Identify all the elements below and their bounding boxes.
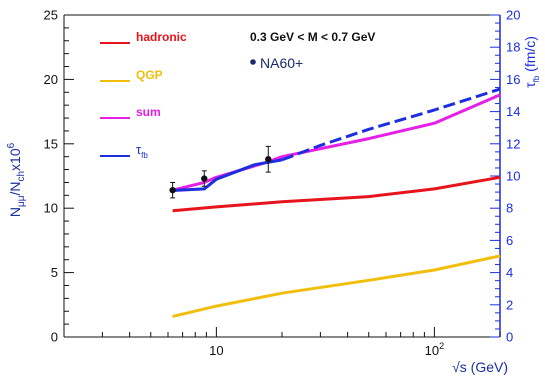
y2-tick-label: 0 (506, 330, 513, 345)
y2-tick-label: 18 (506, 40, 520, 55)
axes: 0 5 10 15 20 25 0 2 4 6 8 10 12 14 16 18 20 10 102 √s (GeV)… (6, 8, 541, 376)
mass-window-annotation: 0.3 GeV < M < 0.7 GeV (250, 30, 375, 44)
series-sum-line (172, 93, 501, 192)
y2-tick-label: 14 (506, 104, 520, 119)
y2-tick-label: 10 (506, 169, 520, 184)
legend: hadronic QGP sum τfb NA60+ (100, 30, 303, 160)
series-hadronic-line (172, 175, 501, 213)
y-tick-label: 10 (44, 201, 58, 216)
legend-data-marker (250, 59, 256, 65)
x-tick-label: 10 (209, 343, 223, 358)
series-qgp-line (172, 254, 501, 318)
legend-label: QGP (136, 68, 163, 82)
y-tick-label: 20 (44, 72, 58, 87)
y-tick-label: 15 (44, 136, 58, 151)
y2-tick-label: 12 (506, 136, 520, 151)
legend-label: τfb (136, 142, 148, 160)
y2-tick-label: 16 (506, 72, 520, 87)
data-point (265, 156, 272, 163)
y-axis-label: Nμμ/Nchx106 (6, 142, 27, 217)
series-fb-line (172, 158, 283, 192)
y-tick-label: 0 (51, 330, 58, 345)
y2-tick-label: 4 (506, 265, 513, 280)
data-point (169, 186, 176, 194)
data-point (201, 175, 208, 182)
x-axis-label: √s (GeV) (452, 359, 508, 375)
y2-tick-label: 2 (506, 297, 513, 312)
x-tick-label: 102 (425, 341, 444, 358)
data-points (169, 145, 272, 199)
legend-label: hadronic (136, 30, 187, 44)
y-tick-label: 5 (51, 265, 58, 280)
series-fb-dashed-line (281, 87, 501, 162)
legend-data-label: NA60+ (260, 55, 303, 71)
y-tick-label: 25 (44, 8, 58, 23)
y2-tick-label: 20 (506, 8, 520, 23)
y2-tick-label: 6 (506, 233, 513, 248)
y2-tick-label: 8 (506, 201, 513, 216)
legend-label: sum (136, 105, 161, 119)
series-lines (172, 87, 501, 318)
y2-axis-label: τfb (fm/c) (522, 36, 541, 88)
